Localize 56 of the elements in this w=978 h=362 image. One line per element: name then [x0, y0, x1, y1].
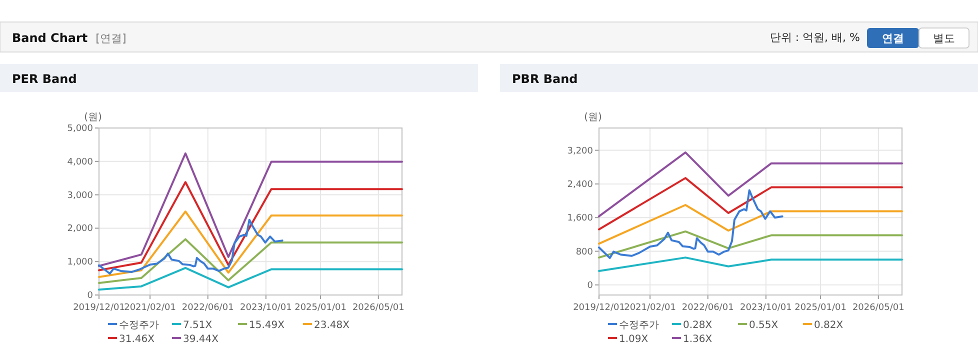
- legend-label: 0.55X: [749, 320, 778, 331]
- legend-label: 0.28X: [683, 320, 712, 331]
- legend-label: 23.48X: [314, 320, 350, 331]
- x-tick-label: 2023/10/01: [240, 303, 292, 313]
- line-series: [598, 204, 903, 245]
- y-tick-label: 2,400: [567, 180, 594, 190]
- x-tick-label: 2025/01/01: [794, 303, 846, 313]
- legend-label: 7.51X: [183, 320, 212, 331]
- text: 단위 : 억원, 배, %: [770, 31, 860, 44]
- x-tick-label: 2023/10/01: [740, 303, 792, 313]
- x-tick-label: 2025/01/01: [294, 303, 346, 313]
- y-tick-label: 5,000: [67, 124, 94, 134]
- x-tick-label: 2021/02/01: [124, 303, 176, 313]
- y-tick-label: 800: [576, 247, 594, 258]
- legend-label: 31.46X: [119, 334, 155, 345]
- y-tick-label: 3,200: [567, 146, 594, 156]
- line-series: [98, 218, 284, 275]
- text: 별도: [933, 32, 955, 45]
- x-tick-label: 2019/12/01: [73, 303, 125, 313]
- chart-title: PBR Band: [512, 72, 578, 86]
- line-series: [98, 266, 403, 291]
- line-series: [598, 230, 903, 259]
- y-tick-label: 0: [87, 291, 94, 301]
- legend-label: 1.36X: [683, 334, 712, 345]
- y-axis-title: (원): [84, 112, 102, 123]
- legend-label: 39.44X: [183, 334, 219, 345]
- line-series: [598, 177, 903, 230]
- text: Band Chart: [12, 31, 88, 45]
- x-tick-label: 2026/05/01: [352, 303, 404, 313]
- y-tick-label: 2,000: [67, 224, 94, 234]
- legend-label: 수정주가: [119, 320, 159, 331]
- x-tick-label: 2026/05/01: [852, 303, 904, 313]
- legend-label: 수정주가: [619, 320, 659, 331]
- legend-label: 1.09X: [619, 334, 648, 345]
- x-tick-label: 2019/12/01: [573, 303, 625, 313]
- line-series: [98, 152, 403, 267]
- y-axis-title: (원): [584, 112, 602, 123]
- x-tick-label: 2022/06/01: [682, 303, 734, 313]
- x-tick-label: 2022/06/01: [182, 303, 234, 313]
- line-series: [598, 256, 903, 272]
- chart-title: PER Band: [12, 72, 77, 86]
- y-tick-label: 4,000: [67, 157, 94, 168]
- line-series: [98, 238, 403, 284]
- line-series: [598, 151, 903, 218]
- legend-label: 15.49X: [249, 320, 285, 331]
- legend-label: 0.82X: [814, 320, 844, 331]
- line-series: [98, 210, 403, 278]
- line-series: [598, 189, 784, 259]
- text: 연결: [882, 32, 904, 45]
- y-tick-label: 1,000: [67, 258, 94, 268]
- y-tick-label: 1,600: [567, 214, 594, 224]
- line-series: [98, 181, 403, 272]
- y-tick-label: 3,000: [67, 190, 94, 201]
- y-tick-label: 0: [587, 280, 594, 291]
- x-tick-label: 2021/02/01: [624, 303, 676, 313]
- text: [연결]: [96, 32, 126, 45]
